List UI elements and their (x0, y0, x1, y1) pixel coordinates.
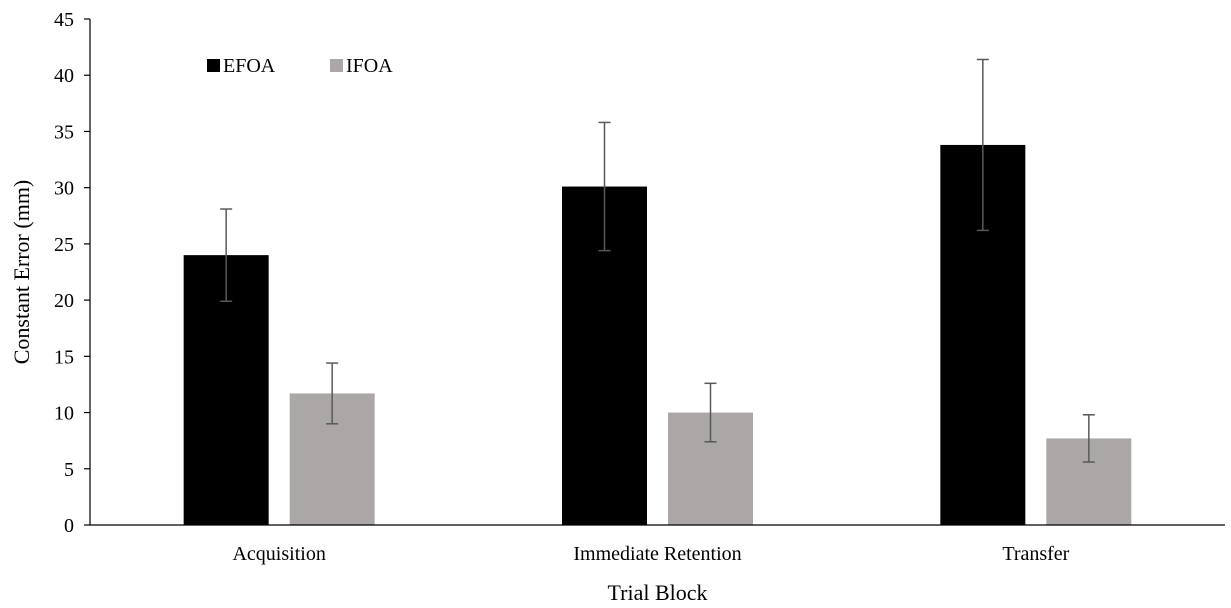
y-tick-label: 40 (54, 65, 74, 87)
y-axis-title: Constant Error (mm) (9, 180, 34, 365)
legend-label: IFOA (346, 55, 393, 77)
y-tick-label: 35 (54, 121, 74, 143)
y-tick-label: 0 (64, 515, 74, 537)
error-bar-efoa-1 (598, 121, 611, 252)
y-axis-ticks: 0 5 10 15 20 25 30 35 40 45 (54, 9, 90, 537)
legend-item-efoa: EFOA (207, 55, 276, 77)
error-bars (220, 58, 1095, 463)
x-category-label: Immediate Retention (573, 543, 741, 565)
x-axis-title: Trial Block (607, 580, 707, 605)
y-tick-label: 10 (54, 403, 74, 425)
legend-swatch (207, 59, 220, 72)
y-tick-label: 25 (54, 234, 74, 256)
x-axis-category-labels: Acquisition Immediate Retention Transfer (232, 543, 1069, 565)
x-category-label: Transfer (1002, 543, 1069, 565)
legend-item-ifoa: IFOA (330, 55, 393, 77)
legend-label: EFOA (223, 55, 276, 77)
legend-swatch (330, 59, 343, 72)
error-bar-efoa-2 (976, 58, 989, 232)
y-tick-label: 20 (54, 290, 74, 312)
error-bar-ifoa-1 (704, 382, 717, 443)
x-category-label: Acquisition (232, 543, 325, 565)
legend: EFOA IFOA (207, 55, 393, 77)
error-bar-efoa-0 (220, 208, 233, 302)
y-tick-label: 15 (54, 346, 74, 368)
y-tick-label: 45 (54, 9, 74, 31)
bars (183, 144, 1132, 525)
error-bar-ifoa-0 (326, 362, 339, 425)
error-bar-ifoa-2 (1082, 414, 1095, 463)
y-tick-label: 5 (64, 459, 74, 481)
y-tick-label: 30 (54, 178, 74, 200)
